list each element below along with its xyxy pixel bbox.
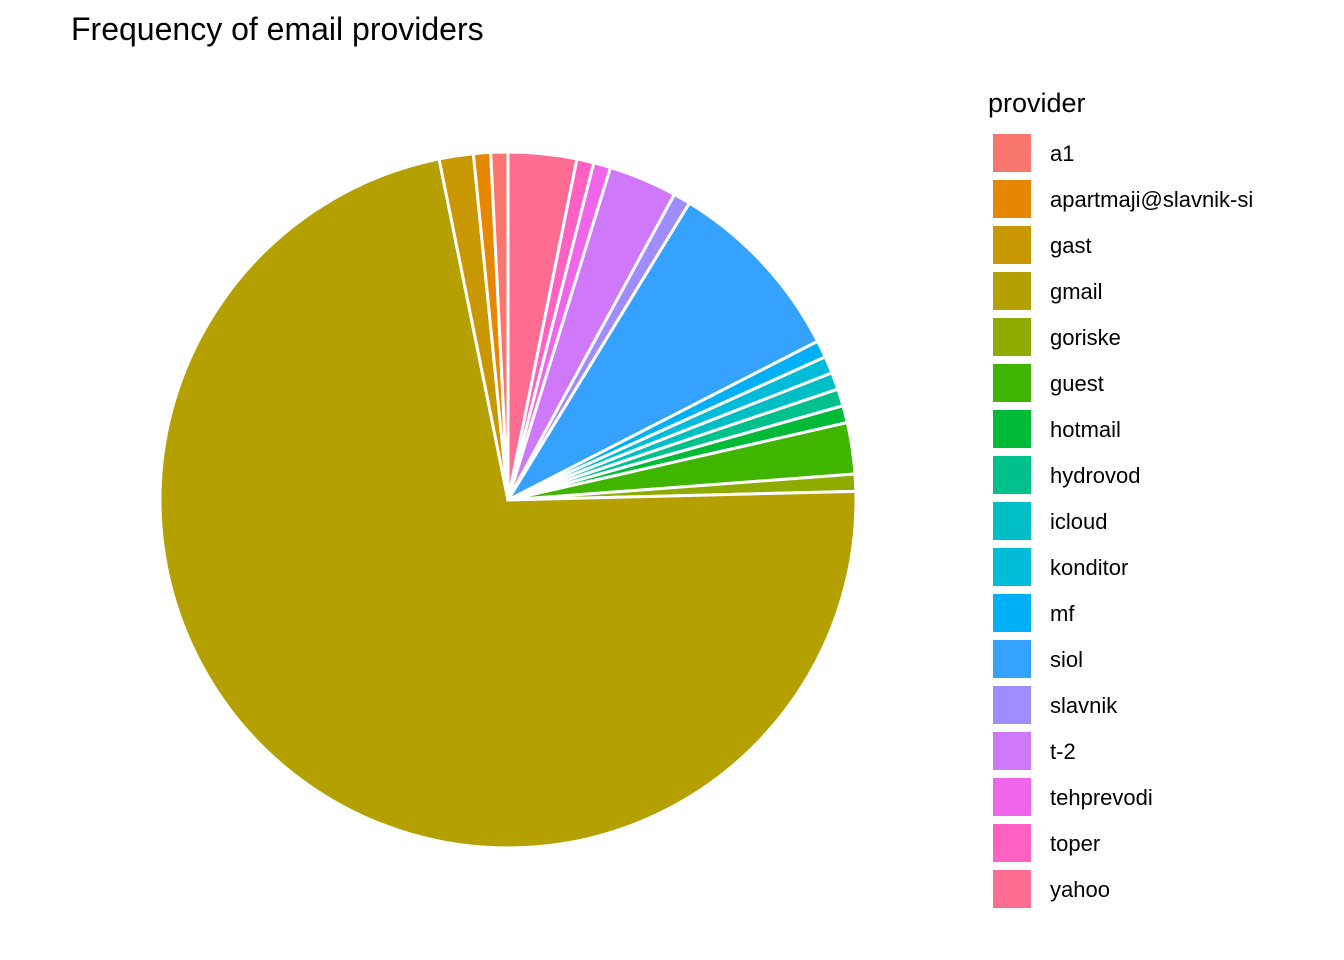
legend-item-hydrovod: hydrovod <box>993 456 1141 494</box>
legend-item-apartmaji-slavnik-si: apartmaji@slavnik-si <box>993 180 1253 218</box>
legend-items: a1 apartmaji@slavnik-si gast gmail goriske gu… <box>993 134 1253 908</box>
legend-label-mf: mf <box>1050 601 1075 626</box>
legend-label-guest: guest <box>1050 371 1104 396</box>
legend-key-slavnik <box>993 686 1031 724</box>
legend-item-guest: guest <box>993 364 1104 402</box>
legend-key-a1 <box>993 134 1031 172</box>
legend-label-hydrovod: hydrovod <box>1050 463 1141 488</box>
legend-item-slavnik: slavnik <box>993 686 1118 724</box>
legend-key-goriske <box>993 318 1031 356</box>
legend-key-apartmaji-slavnik-si <box>993 180 1031 218</box>
legend-key-gast <box>993 226 1031 264</box>
legend-item-tehprevodi: tehprevodi <box>993 778 1153 816</box>
legend-label-tehprevodi: tehprevodi <box>1050 785 1153 810</box>
pie-slices <box>158 150 858 850</box>
legend-label-hotmail: hotmail <box>1050 417 1121 442</box>
legend-item-goriske: goriske <box>993 318 1121 356</box>
legend-key-t-2 <box>993 732 1031 770</box>
legend-item-gast: gast <box>993 226 1092 264</box>
legend-key-toper <box>993 824 1031 862</box>
legend-key-tehprevodi <box>993 778 1031 816</box>
legend-label-t-2: t-2 <box>1050 739 1076 764</box>
legend-key-yahoo <box>993 870 1031 908</box>
legend-item-mf: mf <box>993 594 1075 632</box>
legend-label-slavnik: slavnik <box>1050 693 1118 718</box>
legend-item-icloud: icloud <box>993 502 1107 540</box>
legend-item-hotmail: hotmail <box>993 410 1121 448</box>
legend-key-mf <box>993 594 1031 632</box>
legend-key-guest <box>993 364 1031 402</box>
legend-label-gmail: gmail <box>1050 279 1103 304</box>
pie-slice-gmail <box>158 157 858 850</box>
legend-key-siol <box>993 640 1031 678</box>
legend: provider a1 apartmaji@slavnik-si gast gmail… <box>988 88 1253 908</box>
legend-item-t-2: t-2 <box>993 732 1076 770</box>
legend-title: provider <box>988 88 1086 118</box>
legend-item-gmail: gmail <box>993 272 1103 310</box>
legend-label-a1: a1 <box>1050 141 1074 166</box>
legend-key-icloud <box>993 502 1031 540</box>
legend-item-a1: a1 <box>993 134 1074 172</box>
legend-label-konditor: konditor <box>1050 555 1128 580</box>
legend-key-hotmail <box>993 410 1031 448</box>
legend-label-icloud: icloud <box>1050 509 1107 534</box>
legend-item-siol: siol <box>993 640 1083 678</box>
legend-label-gast: gast <box>1050 233 1092 258</box>
legend-key-gmail <box>993 272 1031 310</box>
pie-slice-a1 <box>489 150 510 502</box>
legend-item-konditor: konditor <box>993 548 1128 586</box>
pie-slice-siol <box>506 201 820 502</box>
legend-label-siol: siol <box>1050 647 1083 672</box>
legend-item-yahoo: yahoo <box>993 870 1110 908</box>
legend-item-toper: toper <box>993 824 1100 862</box>
legend-key-hydrovod <box>993 456 1031 494</box>
legend-label-toper: toper <box>1050 831 1100 856</box>
chart-title: Frequency of email providers <box>71 11 484 47</box>
legend-label-goriske: goriske <box>1050 325 1121 350</box>
legend-label-apartmaji-slavnik-si: apartmaji@slavnik-si <box>1050 187 1253 212</box>
legend-key-konditor <box>993 548 1031 586</box>
legend-label-yahoo: yahoo <box>1050 877 1110 902</box>
